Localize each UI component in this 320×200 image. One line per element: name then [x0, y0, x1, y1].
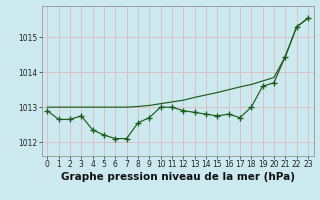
X-axis label: Graphe pression niveau de la mer (hPa): Graphe pression niveau de la mer (hPa) [60, 172, 295, 182]
